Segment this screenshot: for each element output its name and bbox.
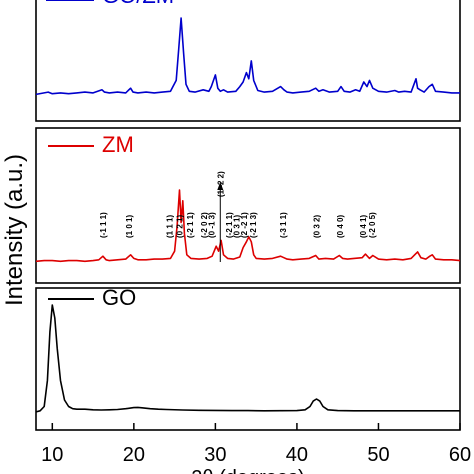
x-tick-label: 60 — [449, 444, 471, 466]
peak-label: (2 -2 1) — [240, 212, 249, 238]
legend-label-bottom: GO — [102, 285, 136, 310]
x-axis-label: 2θ (degrees) — [191, 467, 304, 474]
x-tick-label: 50 — [367, 444, 389, 466]
peak-label: (-2 0 2) — [200, 212, 209, 238]
peak-label: (-2 1 3) — [249, 212, 258, 238]
peak-label: (-2 1 1) — [225, 212, 234, 238]
peak-label: (-2 1 1) — [186, 212, 195, 238]
legend-label-top: GO/ZM — [102, 0, 174, 8]
x-tick-label: 30 — [204, 444, 226, 466]
peak-label: (1 1 1) — [166, 215, 175, 238]
peak-label: (0 2 1) — [176, 215, 185, 238]
x-tick-label: 20 — [123, 444, 145, 466]
peak-label: (-1 1 1) — [99, 212, 108, 238]
peak-label: (0 3 2) — [313, 215, 322, 238]
peak-label: (0 4 0) — [336, 215, 345, 238]
series-line-middle — [35, 189, 461, 263]
panel-frame-top — [35, 0, 461, 122]
peak-label: (0 3 1) — [233, 215, 242, 238]
x-tick-label: 10 — [41, 444, 63, 466]
panel-frame-middle — [35, 127, 461, 284]
peak-label: (0 4 1) — [359, 215, 368, 238]
peak-label: (1 0 1) — [125, 215, 134, 238]
panel-frame-bottom — [35, 287, 461, 431]
x-tick-label: 40 — [286, 444, 308, 466]
y-axis-label: Intensity (a.u.) — [1, 154, 28, 306]
peak-label: (-2 0 5) — [368, 212, 377, 238]
series-line-top — [35, 17, 460, 96]
peak-label: (-3 1 1) — [279, 212, 288, 238]
series-line-bottom — [35, 304, 460, 413]
legend-label-middle: ZM — [102, 132, 134, 157]
peak-arrow-head — [217, 182, 224, 190]
peak-label: (0 -1 3) — [207, 212, 216, 238]
